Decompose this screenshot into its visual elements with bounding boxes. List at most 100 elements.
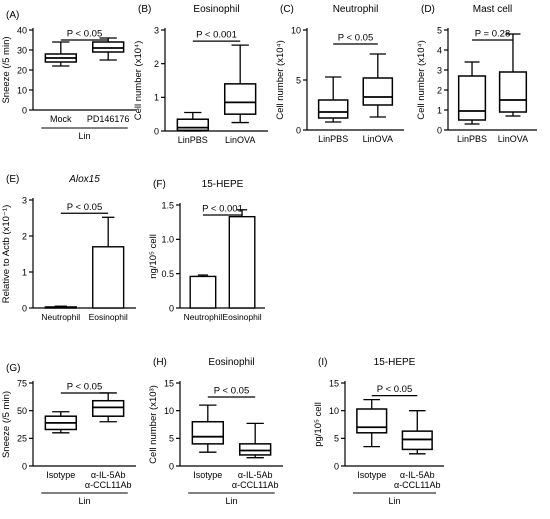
chart-title: Alox15 bbox=[68, 174, 100, 185]
significance-label: P < 0.05 bbox=[377, 384, 412, 395]
box bbox=[91, 399, 125, 417]
y-tick-label: 10 bbox=[291, 25, 301, 35]
group-label: Lin bbox=[78, 496, 90, 506]
x-tick-label: Eosinophil bbox=[89, 312, 128, 322]
y-axis-label: Sneeze (/5 min) bbox=[1, 36, 12, 103]
y-axis-label: Cell number (x10⁴) bbox=[416, 40, 427, 120]
x-tick-label: α-IL-5Ab bbox=[91, 470, 126, 480]
y-tick-label: 50 bbox=[17, 406, 27, 416]
chart-title: 15-HEPE bbox=[374, 357, 416, 368]
chart-title: Eosinophil bbox=[208, 357, 254, 368]
x-tick-label: LinPBS bbox=[318, 134, 348, 144]
y-tick-label: 3 bbox=[154, 25, 159, 35]
chart-panel-h: (H) Eosinophil 0 5 10 15 Cell number (x10³) P <… bbox=[148, 357, 283, 506]
bar bbox=[92, 246, 125, 309]
significance-label: P < 0.05 bbox=[214, 386, 249, 397]
x-tick-label: LinOVA bbox=[363, 134, 393, 144]
x-tick-label: α-IL-5Ab bbox=[238, 470, 273, 480]
y-tick-label: 2 bbox=[154, 59, 159, 69]
y-tick-label: 40 bbox=[17, 25, 27, 35]
significance-label: P < 0.05 bbox=[67, 29, 102, 40]
x-tick-label: LinOVA bbox=[498, 134, 528, 144]
box bbox=[457, 75, 487, 121]
y-tick-label: 0 bbox=[169, 303, 174, 313]
y-tick-label: 1.5 bbox=[161, 200, 174, 210]
box bbox=[191, 420, 225, 445]
panel-label: (H) bbox=[153, 357, 167, 368]
x-tick-label: α-IL-5Ab bbox=[400, 470, 435, 480]
y-tick-label: 5 bbox=[334, 434, 339, 444]
panel-label: (I) bbox=[318, 357, 327, 368]
chart-panel-g: (G) 0 25 50 75 Sneeze (/5 min) P < 0.05 Isotype… bbox=[1, 363, 136, 506]
y-tick-label: 10 bbox=[329, 406, 339, 416]
x-tick-label: LinOVA bbox=[225, 135, 255, 145]
y-tick-label: 5 bbox=[437, 25, 442, 35]
significance-label: P < 0.05 bbox=[338, 33, 373, 44]
group-label: Lin bbox=[225, 496, 237, 506]
y-tick-label: 3 bbox=[437, 65, 442, 75]
significance-label: P < 0.001 bbox=[202, 204, 243, 215]
y-tick-label: 0 bbox=[296, 125, 301, 135]
bar bbox=[228, 215, 256, 309]
y-tick-label: 1.0 bbox=[161, 235, 174, 245]
y-axis-label: ng/10⁵ cell bbox=[148, 234, 159, 279]
x-tick-label: α-CCL11Ab bbox=[394, 480, 441, 490]
y-tick-label: 0 bbox=[22, 461, 27, 471]
box bbox=[362, 77, 394, 106]
y-tick-label: 10 bbox=[17, 85, 27, 95]
y-axis-label: Sneeze (/5 min) bbox=[1, 391, 12, 458]
panel-label: (F) bbox=[153, 179, 166, 190]
x-tick-label: LinPBS bbox=[178, 135, 208, 145]
x-tick-label: Neutrophil bbox=[184, 312, 223, 322]
box bbox=[223, 83, 257, 115]
y-tick-label: 25 bbox=[17, 434, 27, 444]
y-tick-label: 30 bbox=[17, 45, 27, 55]
panel-label: (G) bbox=[6, 363, 20, 374]
y-tick-label: 15 bbox=[329, 378, 339, 388]
panel-label: (B) bbox=[138, 4, 151, 15]
y-tick-label: 4 bbox=[437, 45, 442, 55]
box bbox=[176, 118, 210, 132]
chart-title: Neutrophil bbox=[333, 4, 379, 15]
box bbox=[238, 443, 272, 456]
chart-panel-a: (A) 0 10 20 30 40 Sneeze (/5 min) P < 0.05 Mock P… bbox=[1, 10, 136, 141]
significance-label: P < 0.001 bbox=[196, 30, 237, 41]
chart-panel-d: (D) Mast cell 0 1 2 3 4 5 Cell number (x10⁴) P = … bbox=[416, 4, 537, 144]
y-tick-label: 0 bbox=[154, 126, 159, 136]
y-axis-label: Cell number (x10³) bbox=[148, 385, 159, 464]
y-tick-label: 5 bbox=[169, 434, 174, 444]
panel-label: (C) bbox=[280, 4, 294, 15]
box bbox=[91, 41, 125, 53]
y-tick-label: 0 bbox=[22, 303, 27, 313]
chart-panel-f: (F) 15-HEPE 0 0.5 1.0 1.5 ng/10⁵ cell P < 0.001… bbox=[148, 179, 265, 322]
y-axis-label: Relative to Actb (x10⁻¹) bbox=[1, 205, 12, 303]
y-tick-label: 1 bbox=[437, 105, 442, 115]
y-tick-label: 15 bbox=[164, 378, 174, 388]
y-axis-label: Cell number (x10⁴) bbox=[133, 41, 144, 121]
group-label: Lin bbox=[388, 496, 400, 506]
y-tick-label: 1 bbox=[154, 93, 159, 103]
y-axis-label: Cell number (x10⁴) bbox=[275, 40, 286, 120]
y-tick-label: 75 bbox=[17, 378, 27, 388]
chart-panel-i: (I) 15-HEPE 0 5 10 15 pg/10⁵ cell P < 0.05 Isoty… bbox=[313, 357, 444, 506]
chart-title: Eosinophil bbox=[193, 4, 239, 15]
x-tick-label: LinPBS bbox=[457, 134, 487, 144]
chart-panel-c: (C) Neutrophil 0 5 10 Cell number (x10⁴) P < 0… bbox=[275, 4, 404, 144]
panel-label: (D) bbox=[421, 4, 435, 15]
chart-title: 15-HEPE bbox=[202, 179, 244, 190]
y-tick-label: 5 bbox=[296, 75, 301, 85]
y-tick-label: 3 bbox=[22, 195, 27, 205]
box bbox=[356, 408, 388, 434]
chart-panel-b: (B) Eosinophil 0 1 2 3 Cell number (x10⁴) P < 0… bbox=[133, 4, 268, 145]
significance-label: P < 0.05 bbox=[67, 382, 102, 393]
y-tick-label: 2 bbox=[22, 231, 27, 241]
x-tick-label: Isotype bbox=[193, 470, 222, 480]
y-tick-label: 0 bbox=[169, 461, 174, 471]
panel-label: (E) bbox=[6, 174, 19, 185]
box bbox=[317, 99, 349, 119]
group-label: Lin bbox=[78, 131, 90, 141]
y-tick-label: 1 bbox=[22, 267, 27, 277]
x-tick-label: Isotype bbox=[46, 470, 75, 480]
x-tick-label: Isotype bbox=[357, 470, 386, 480]
